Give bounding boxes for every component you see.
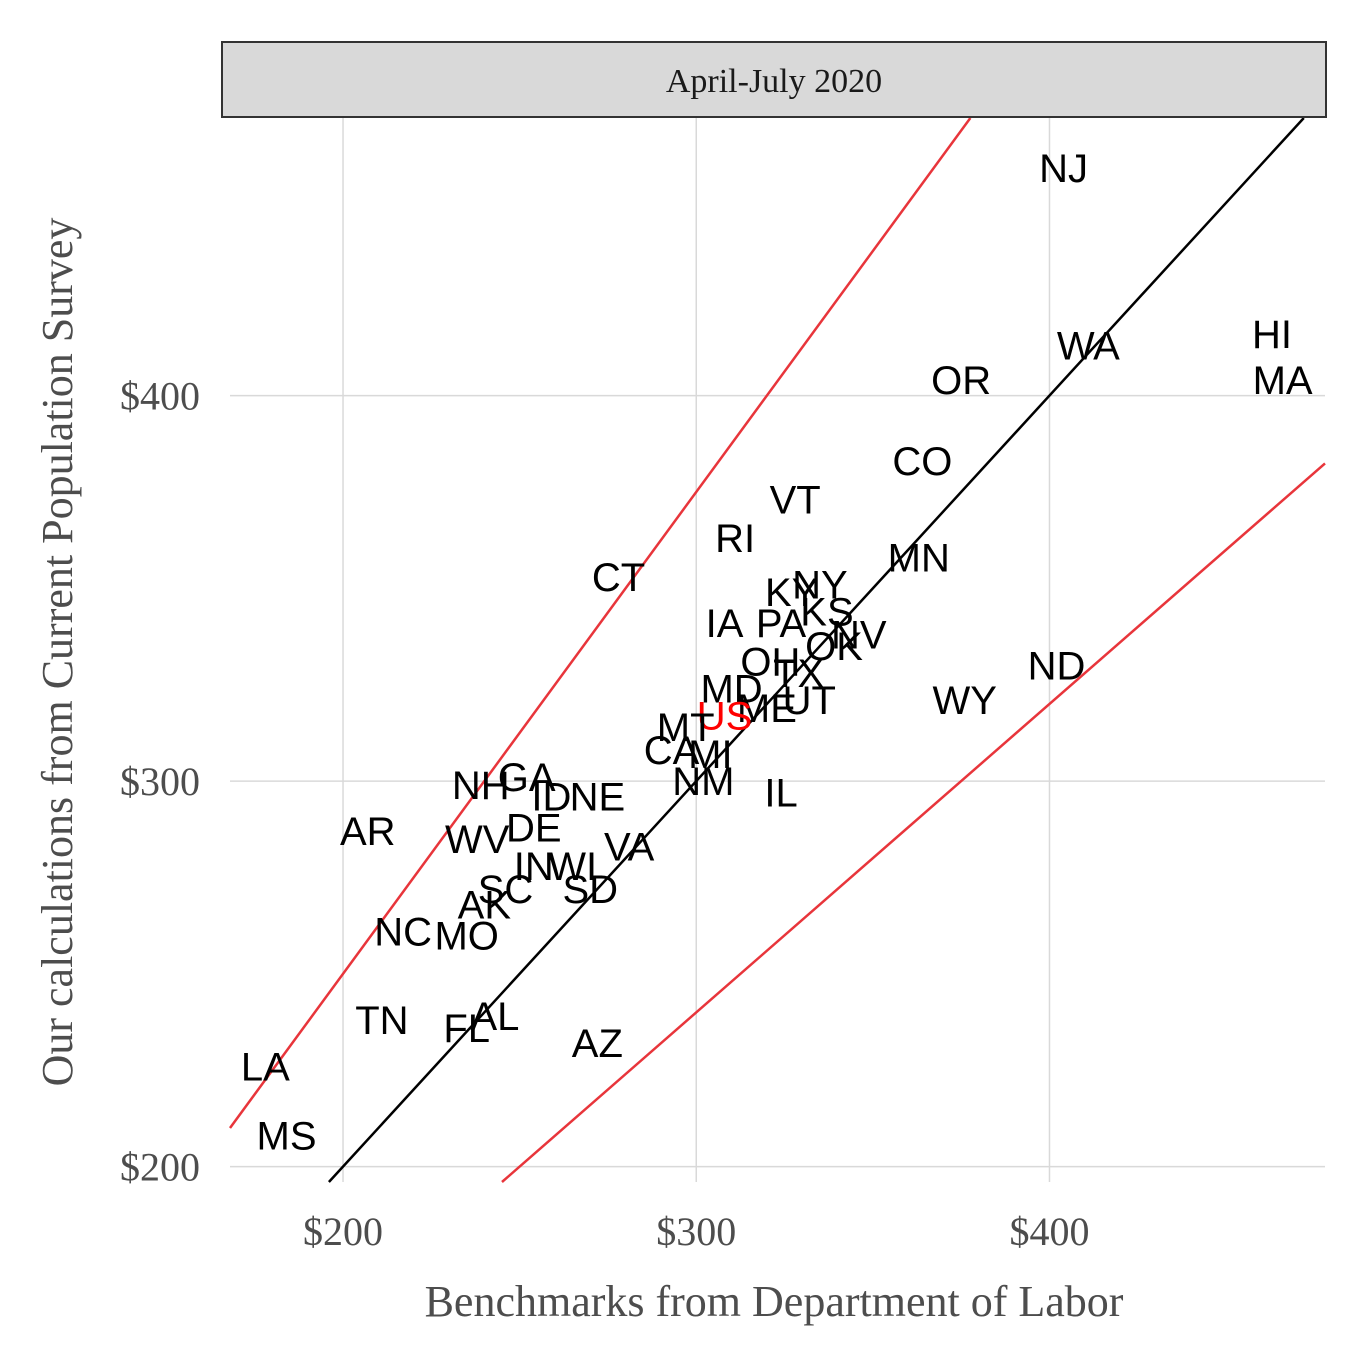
y-axis-tick-labels: $200 $300 $400 xyxy=(120,374,200,1190)
point-label: KS xyxy=(800,590,853,634)
facet-strip: April-July 2020 xyxy=(221,41,1327,118)
point-label: IN xyxy=(514,845,554,889)
point-label: GA xyxy=(498,756,556,800)
point-label: VT xyxy=(770,479,821,523)
point-label: HI xyxy=(1252,313,1292,357)
point-label: MI xyxy=(688,733,732,777)
point-label: ND xyxy=(1028,644,1086,688)
reference-lines xyxy=(228,117,1326,1183)
x-tick-label: $300 xyxy=(656,1209,736,1254)
y-tick-label: $300 xyxy=(120,759,200,804)
point-label: MT xyxy=(657,706,715,750)
point-label: WI xyxy=(548,845,597,889)
point-label: CT xyxy=(592,556,645,600)
point-label: KY xyxy=(765,571,818,615)
x-tick-label: $400 xyxy=(1009,1209,1089,1254)
point-label: NH xyxy=(452,764,510,808)
bound-line xyxy=(501,462,1326,1183)
point-label: RI xyxy=(715,517,755,561)
point-label-us: US xyxy=(697,695,753,739)
point-label: WA xyxy=(1057,324,1120,368)
point-label: SD xyxy=(563,868,619,912)
y-tick-label: $200 xyxy=(120,1145,200,1190)
point-label: FL xyxy=(443,1007,490,1051)
facet-strip-box xyxy=(221,41,1327,118)
point-label: ID xyxy=(531,775,571,819)
point-label: NY xyxy=(792,563,848,607)
point-label: PA xyxy=(756,602,807,646)
point-label: TX xyxy=(773,652,824,696)
point-label: OK xyxy=(805,625,863,669)
identity-line xyxy=(327,117,1305,1183)
point-label: NM xyxy=(672,760,734,804)
point-label: AK xyxy=(458,883,512,927)
point-label: AZ xyxy=(572,1022,623,1066)
point-label: TN xyxy=(355,999,408,1043)
y-axis-title: Our calculations from Current Population… xyxy=(33,218,82,1087)
point-label: MD xyxy=(700,668,762,712)
point-label: IL xyxy=(764,772,797,816)
point-label: AL xyxy=(470,995,519,1039)
point-label: MA xyxy=(1253,359,1313,403)
point-label: CO xyxy=(892,440,952,484)
x-tick-label: $200 xyxy=(303,1209,383,1254)
point-label: ME xyxy=(737,687,797,731)
point-label: MN xyxy=(888,536,950,580)
point-label: MS xyxy=(257,1115,317,1159)
point-label: NE xyxy=(570,775,626,819)
point-label: NJ xyxy=(1039,147,1088,191)
facet-title: April-July 2020 xyxy=(666,63,882,100)
point-label: MO xyxy=(434,914,498,958)
y-tick-label: $400 xyxy=(120,374,200,419)
point-label: UT xyxy=(783,679,836,723)
gridlines xyxy=(230,118,1325,1182)
point-label: LA xyxy=(241,1045,290,1089)
point-label: WY xyxy=(932,679,996,723)
x-axis-title: Benchmarks from Department of Labor xyxy=(425,1277,1124,1326)
point-label: SC xyxy=(478,868,534,912)
point-label: AR xyxy=(340,810,396,854)
point-label: CA xyxy=(644,729,700,773)
point-label: WV xyxy=(445,818,510,862)
x-axis-tick-labels: $200 $300 $400 xyxy=(303,1209,1089,1254)
point-label: OH xyxy=(740,641,800,685)
point-label: DE xyxy=(506,806,562,850)
point-label: NC xyxy=(374,910,432,954)
point-label: VA xyxy=(604,826,655,870)
point-label: NV xyxy=(831,614,887,658)
point-label: OR xyxy=(931,359,991,403)
bound-line xyxy=(228,117,972,1129)
point-label: IA xyxy=(706,602,744,646)
